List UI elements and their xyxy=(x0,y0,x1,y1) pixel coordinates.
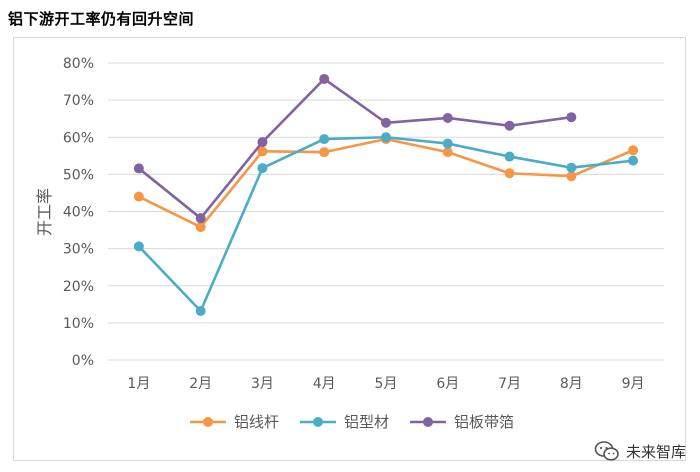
data-point xyxy=(257,163,268,174)
y-tick-label: 30% xyxy=(63,242,94,258)
y-tick-label: 20% xyxy=(63,279,94,295)
wechat-icon xyxy=(594,441,619,461)
watermark: 未来智库 xyxy=(594,440,686,462)
data-point xyxy=(319,73,330,84)
series-1 xyxy=(133,132,639,316)
y-tick-label: 10% xyxy=(63,316,94,332)
series-lines xyxy=(133,73,639,316)
data-point xyxy=(442,112,453,123)
y-tick-label: 0% xyxy=(72,353,94,369)
series-2 xyxy=(133,73,577,224)
legend-item: 铝线杆 xyxy=(190,413,279,431)
x-tick-labels: 1月 2月 3月 4月 5月 6月 7月 8月 9月 xyxy=(127,376,644,392)
x-tick-label: 2月 xyxy=(189,376,212,392)
series-line xyxy=(137,77,573,220)
series-line xyxy=(137,135,635,313)
data-point xyxy=(195,222,206,233)
data-point xyxy=(504,151,515,162)
x-tick-label: 4月 xyxy=(313,376,336,392)
data-point xyxy=(133,163,144,174)
legend-label: 铝型材 xyxy=(344,413,389,431)
legend: 铝线杆 铝型材 铝板带箔 xyxy=(190,413,514,431)
y-tick-labels: 0% 10% 20% 30% 40% 50% 60% 70% 80% xyxy=(63,56,94,369)
y-tick-label: 60% xyxy=(63,130,94,146)
legend-marker xyxy=(423,417,433,427)
data-point xyxy=(257,146,268,157)
x-tick-label: 6月 xyxy=(436,376,459,392)
y-tick-label: 50% xyxy=(63,167,94,183)
data-point xyxy=(195,213,206,224)
legend-marker xyxy=(203,417,213,427)
data-point xyxy=(566,112,577,123)
series-line xyxy=(137,137,635,229)
series-0 xyxy=(133,134,639,233)
chart-title: 铝下游开工率仍有回升空间 xyxy=(8,10,195,28)
y-axis-label: 开工率 xyxy=(35,188,54,236)
x-tick-label: 8月 xyxy=(560,376,583,392)
y-tick-label: 40% xyxy=(63,205,94,221)
x-tick-label: 9月 xyxy=(622,376,645,392)
data-point xyxy=(319,147,330,158)
data-point xyxy=(381,117,391,128)
data-point xyxy=(628,155,639,166)
legend-label: 铝线杆 xyxy=(234,413,279,431)
x-tick-label: 1月 xyxy=(127,376,150,392)
chart-frame xyxy=(13,37,686,461)
watermark-text: 未来智库 xyxy=(625,442,686,461)
data-point xyxy=(504,168,515,179)
data-point xyxy=(381,132,391,143)
data-point xyxy=(442,138,453,149)
x-tick-label: 7月 xyxy=(498,376,521,392)
data-point xyxy=(504,120,515,131)
gridlines xyxy=(108,62,664,361)
x-tick-label: 3月 xyxy=(251,376,274,392)
data-point xyxy=(195,305,206,316)
data-point xyxy=(566,162,577,173)
legend-marker xyxy=(313,417,323,427)
data-point xyxy=(442,147,453,158)
x-tick-label: 5月 xyxy=(375,376,398,392)
data-point xyxy=(319,134,330,145)
legend-item: 铝板带箔 xyxy=(410,413,514,431)
data-point xyxy=(566,171,577,182)
y-tick-label: 80% xyxy=(63,56,94,72)
data-point xyxy=(628,145,639,156)
data-point xyxy=(133,191,144,202)
data-point xyxy=(133,241,144,252)
data-point xyxy=(257,137,268,148)
legend-label: 铝板带箔 xyxy=(454,413,514,431)
y-tick-label: 70% xyxy=(63,93,94,109)
legend-item: 铝型材 xyxy=(300,413,389,431)
